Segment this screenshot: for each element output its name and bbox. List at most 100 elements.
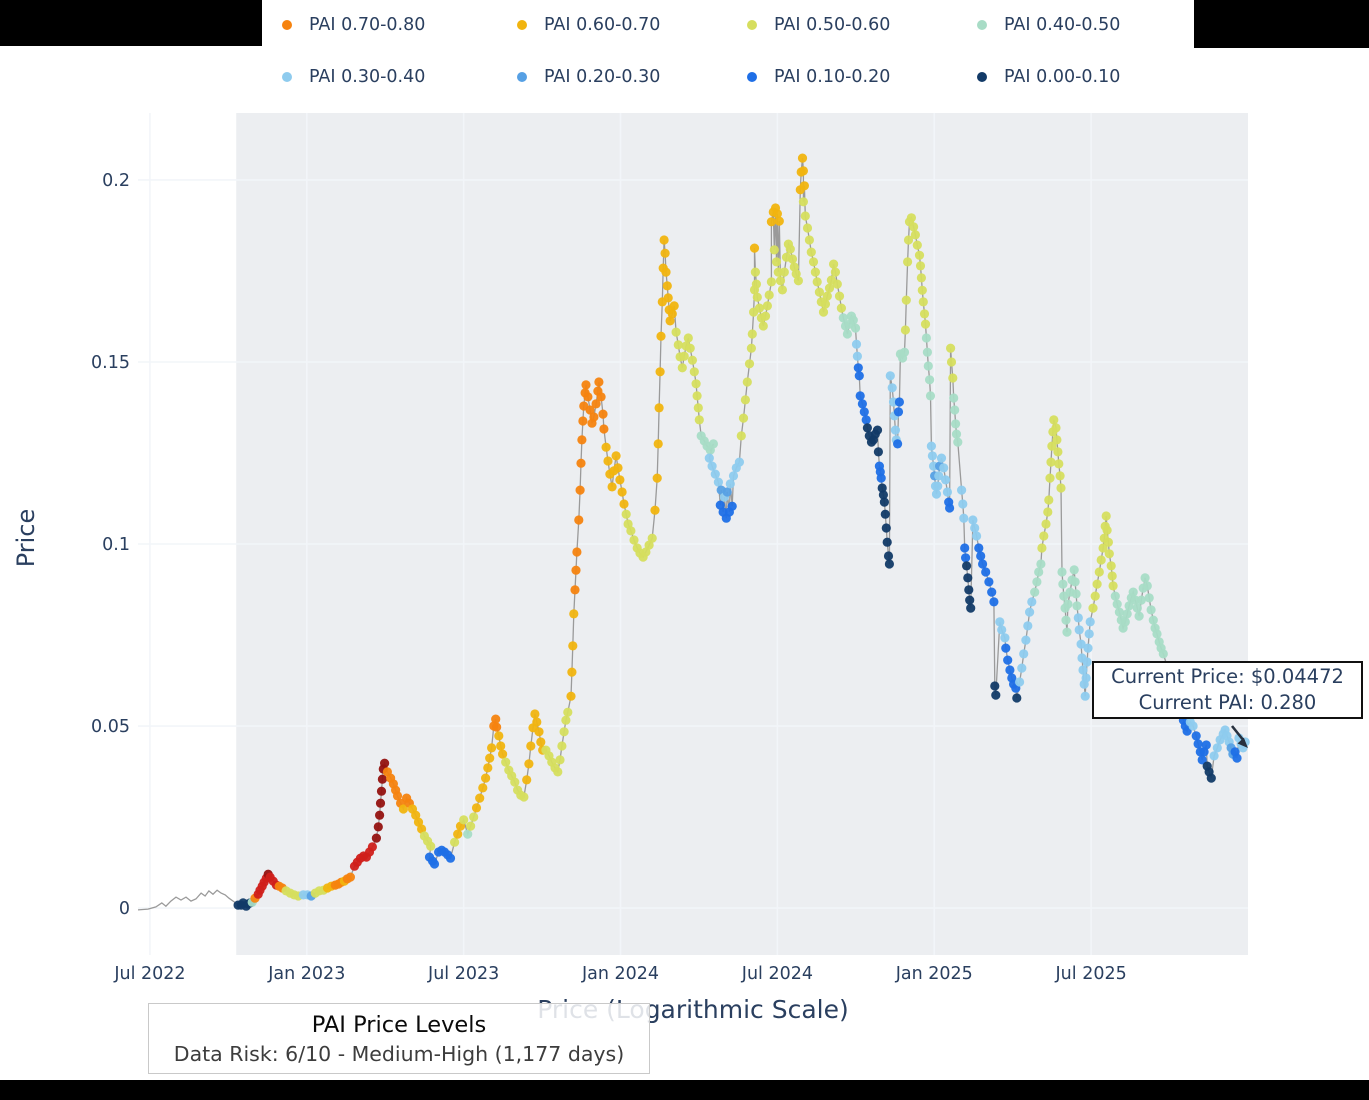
data-point [652,473,662,483]
data-point [968,515,978,525]
data-point [1080,691,1090,701]
data-point [749,243,760,253]
data-point [481,773,491,783]
data-point [1114,607,1124,617]
data-point [951,419,961,429]
legend-item[interactable]: PAI 0.30-0.40 [282,66,425,88]
data-point [917,285,927,295]
data-point [1005,665,1015,675]
data-point [530,709,540,719]
data-point [779,267,789,277]
data-point [665,316,675,326]
legend-dot-icon [517,20,527,30]
data-point [496,741,506,751]
data-point [725,479,735,489]
data-point [946,357,957,367]
data-point [961,553,971,563]
y-tick-label: 0.15 [91,353,130,373]
data-point [1120,617,1130,627]
data-point [596,392,606,402]
data-point [789,262,799,272]
data-point [1037,543,1047,553]
data-point [563,707,573,717]
data-point [1106,561,1116,571]
data-point [997,625,1007,635]
data-point [950,405,960,415]
data-point [848,315,858,325]
data-point [903,235,914,245]
data-point [1056,483,1066,493]
legend-item[interactable]: PAI 0.50-0.60 [747,14,890,36]
data-point [1128,587,1138,597]
data-point [1136,595,1146,605]
legend-item[interactable]: PAI 0.60-0.70 [517,14,660,36]
data-point [916,273,927,283]
data-point [371,833,381,843]
y-tick-label: 0.1 [102,535,130,555]
data-point [607,482,617,492]
tooltip-pai-line: Current PAI: 0.280 [1138,691,1317,714]
data-point [398,804,408,814]
legend-item[interactable]: PAI 0.40-0.50 [977,14,1120,36]
data-point [812,277,822,287]
data-point [1188,721,1198,731]
data-point [1212,743,1222,753]
data-point [900,325,911,335]
x-tick-label: Jan 2023 [267,964,345,984]
data-point [380,758,390,768]
legend-label: PAI 0.20-0.30 [544,67,661,87]
data-point [976,551,986,561]
data-point [766,277,777,287]
data-point [654,403,664,413]
data-point [1132,603,1142,613]
data-point [694,415,704,425]
legend-item[interactable]: PAI 0.00-0.10 [977,66,1120,88]
data-point [857,399,868,409]
data-point [1053,447,1063,457]
data-point [687,355,698,365]
x-tick-label: Jul 2025 [1055,964,1127,984]
data-point [471,803,482,813]
data-point [522,775,532,785]
data-point [376,786,387,796]
legend-item[interactable]: PAI 0.10-0.20 [747,66,890,88]
data-point [760,311,771,321]
data-point [591,399,601,409]
data-point [884,559,895,569]
data-point [777,285,788,295]
y-tick-label: 0.05 [91,717,130,737]
data-point [492,722,502,732]
data-point [501,757,511,767]
data-point [834,291,845,301]
data-point [754,303,765,313]
data-point [663,293,673,303]
legend-item[interactable]: PAI 0.20-0.30 [517,66,660,88]
data-point [876,473,886,483]
data-point [585,405,595,415]
data-point [650,505,660,515]
data-point [1110,591,1120,601]
data-point [923,361,933,371]
data-point [949,393,959,403]
data-point [806,247,816,257]
data-point [629,535,639,545]
y-axis-title: Price [12,508,40,568]
data-point [1148,615,1158,625]
data-point [838,313,848,323]
data-point [392,791,403,801]
data-point [478,783,488,793]
data-point [744,359,755,369]
data-point [574,515,584,525]
data-point [750,267,761,277]
data-point [925,375,935,385]
data-point [978,559,988,569]
data-point [1062,627,1072,637]
data-point [820,299,831,309]
data-point [829,259,839,269]
data-point [566,691,576,701]
data-point [589,412,599,422]
data-point [1072,601,1082,611]
legend-item[interactable]: PAI 0.70-0.80 [282,14,425,36]
